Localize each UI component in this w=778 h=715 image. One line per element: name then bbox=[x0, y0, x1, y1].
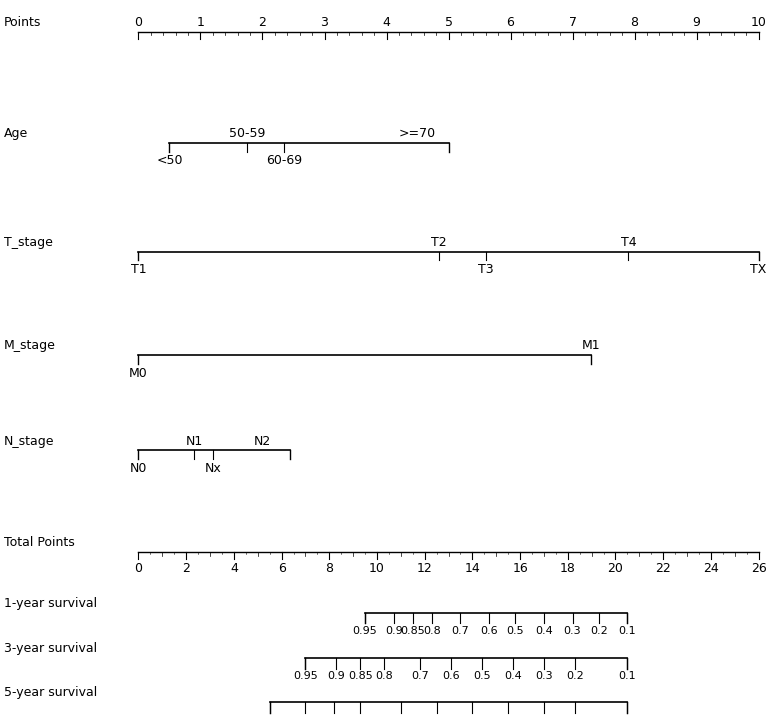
Text: 10: 10 bbox=[751, 16, 766, 29]
Text: 0.9: 0.9 bbox=[385, 626, 402, 636]
Text: 0.3: 0.3 bbox=[564, 626, 581, 636]
Text: 0.7: 0.7 bbox=[451, 626, 469, 636]
Text: 0.6: 0.6 bbox=[442, 671, 460, 681]
Text: 0: 0 bbox=[135, 16, 142, 29]
Text: 0.4: 0.4 bbox=[535, 626, 553, 636]
Text: 4: 4 bbox=[383, 16, 391, 29]
Text: M0: M0 bbox=[129, 367, 148, 380]
Text: 16: 16 bbox=[512, 562, 528, 575]
Text: 20: 20 bbox=[608, 562, 623, 575]
Text: N0: N0 bbox=[130, 462, 147, 475]
Text: 6: 6 bbox=[278, 562, 286, 575]
Text: 0.6: 0.6 bbox=[480, 626, 498, 636]
Text: N1: N1 bbox=[186, 435, 203, 448]
Text: Points: Points bbox=[4, 16, 41, 29]
Text: >=70: >=70 bbox=[399, 127, 436, 140]
Text: 5-year survival: 5-year survival bbox=[4, 686, 97, 699]
Text: 14: 14 bbox=[464, 562, 480, 575]
Text: 0.95: 0.95 bbox=[293, 671, 317, 681]
Text: 2: 2 bbox=[258, 16, 266, 29]
Text: 8: 8 bbox=[325, 562, 333, 575]
Text: 0.7: 0.7 bbox=[411, 671, 429, 681]
Text: T4: T4 bbox=[621, 236, 636, 249]
Text: 1: 1 bbox=[197, 16, 205, 29]
Text: 3-year survival: 3-year survival bbox=[4, 642, 97, 655]
Text: 2: 2 bbox=[182, 562, 190, 575]
Text: 0.4: 0.4 bbox=[504, 671, 522, 681]
Text: 10: 10 bbox=[369, 562, 385, 575]
Text: 0.1: 0.1 bbox=[619, 671, 636, 681]
Text: 8: 8 bbox=[630, 16, 639, 29]
Text: 0.2: 0.2 bbox=[590, 626, 608, 636]
Text: 6: 6 bbox=[506, 16, 514, 29]
Text: 60-69: 60-69 bbox=[266, 154, 303, 167]
Text: 24: 24 bbox=[703, 562, 719, 575]
Text: T3: T3 bbox=[478, 263, 493, 276]
Text: T_stage: T_stage bbox=[4, 236, 53, 249]
Text: 1-year survival: 1-year survival bbox=[4, 597, 97, 610]
Text: 0.2: 0.2 bbox=[566, 671, 584, 681]
Text: 50-59: 50-59 bbox=[229, 127, 265, 140]
Text: 0.3: 0.3 bbox=[535, 671, 552, 681]
Text: 0.8: 0.8 bbox=[423, 626, 440, 636]
Text: T2: T2 bbox=[432, 236, 447, 249]
Text: Age: Age bbox=[4, 127, 28, 140]
Text: 5: 5 bbox=[444, 16, 453, 29]
Text: 0.85: 0.85 bbox=[348, 671, 373, 681]
Text: 4: 4 bbox=[230, 562, 238, 575]
Text: N2: N2 bbox=[254, 435, 271, 448]
Text: 9: 9 bbox=[692, 16, 700, 29]
Text: 12: 12 bbox=[417, 562, 433, 575]
Text: 7: 7 bbox=[569, 16, 576, 29]
Text: 18: 18 bbox=[560, 562, 576, 575]
Text: 0.8: 0.8 bbox=[375, 671, 393, 681]
Text: 0.85: 0.85 bbox=[401, 626, 425, 636]
Text: 0.95: 0.95 bbox=[352, 626, 377, 636]
Text: 0.5: 0.5 bbox=[473, 671, 491, 681]
Text: Nx: Nx bbox=[205, 462, 221, 475]
Text: 3: 3 bbox=[321, 16, 328, 29]
Text: 0.1: 0.1 bbox=[619, 626, 636, 636]
Text: <50: <50 bbox=[156, 154, 183, 167]
Text: TX: TX bbox=[750, 263, 767, 276]
Text: 0.9: 0.9 bbox=[328, 671, 345, 681]
Text: N_stage: N_stage bbox=[4, 435, 54, 448]
Text: M1: M1 bbox=[582, 340, 601, 352]
Text: 0: 0 bbox=[135, 562, 142, 575]
Text: 0.5: 0.5 bbox=[506, 626, 524, 636]
Text: T1: T1 bbox=[131, 263, 146, 276]
Text: 26: 26 bbox=[751, 562, 766, 575]
Text: Total Points: Total Points bbox=[4, 536, 75, 549]
Text: 22: 22 bbox=[655, 562, 671, 575]
Text: M_stage: M_stage bbox=[4, 340, 56, 352]
